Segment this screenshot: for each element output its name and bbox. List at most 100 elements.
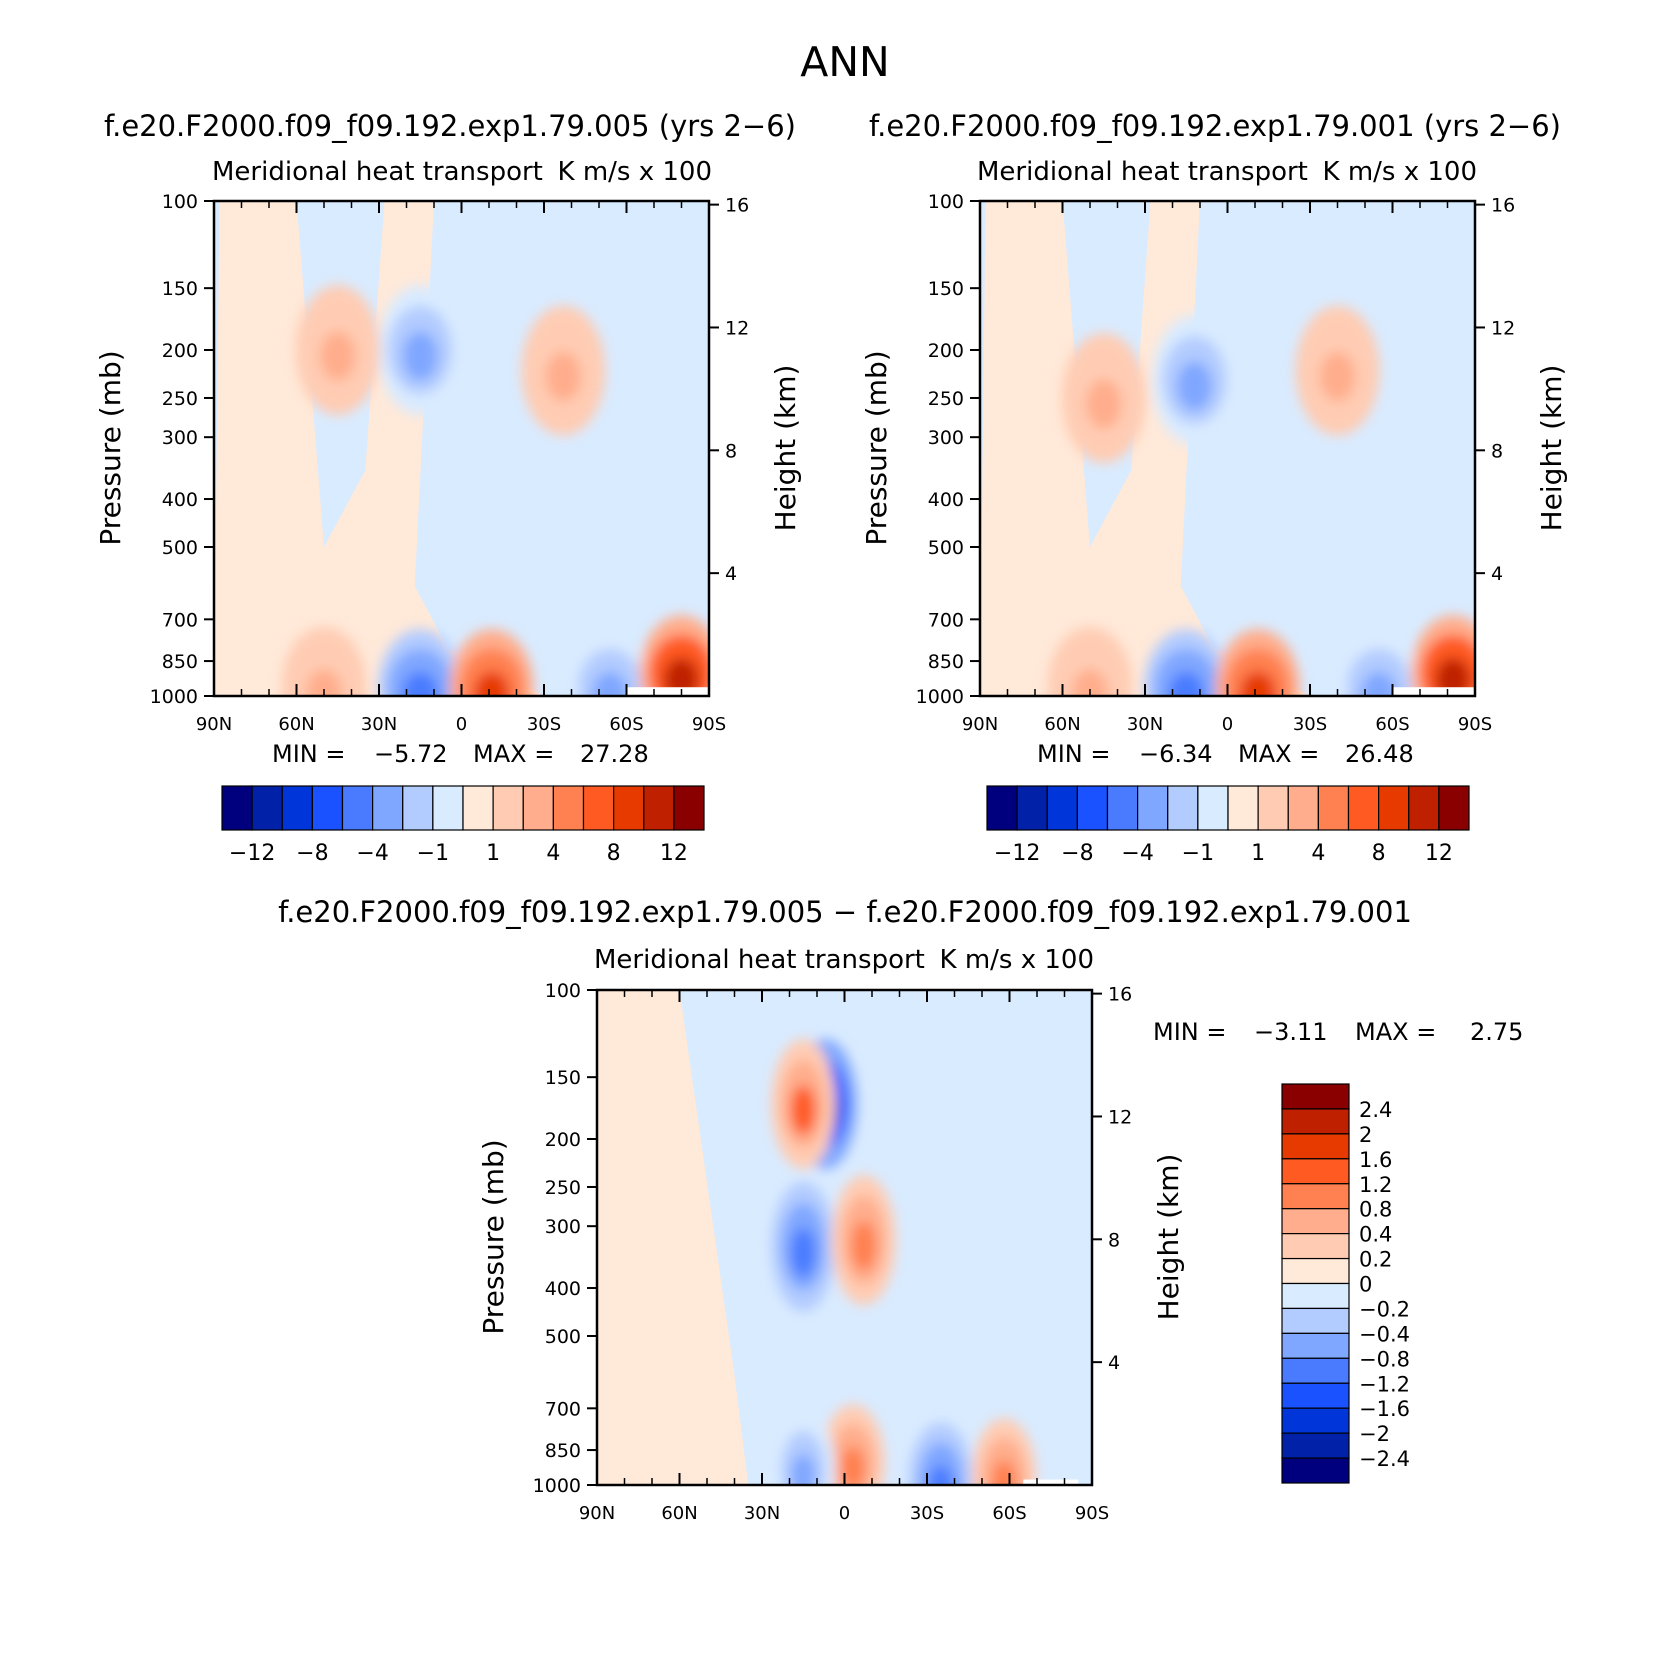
y-tick-label: 200	[928, 340, 964, 362]
y2-tick-label: 8	[725, 440, 737, 462]
colorbar-swatch	[1281, 1133, 1350, 1160]
field-feature-core	[592, 671, 628, 696]
colorbar-swatch	[1281, 1108, 1350, 1135]
y-tick-label: 850	[545, 1440, 581, 1462]
y-tick-label: 500	[162, 537, 198, 559]
field-feature-core	[791, 1227, 816, 1278]
field-feature-core	[1168, 671, 1204, 696]
colorbar-swatch	[402, 785, 434, 831]
panel-1-plot	[214, 201, 709, 696]
colorbar-tick-label: −4	[356, 841, 388, 866]
y2-tick-label: 16	[1108, 984, 1132, 1006]
y-tick-label: 500	[928, 537, 964, 559]
x-tick-label: 30N	[744, 1503, 780, 1524]
panel-3-units: K m/s x 100	[940, 945, 1095, 975]
x-tick-label: 90N	[962, 714, 998, 735]
field-feature-core	[928, 1465, 953, 1485]
colorbar-tick-label: −0.4	[1359, 1322, 1410, 1346]
colorbar-swatch	[1347, 785, 1380, 831]
panel-1-variable-title: Meridional heat transport	[212, 157, 543, 187]
y2-tick-label: 12	[1491, 317, 1515, 339]
colorbar-tick-label: −0.2	[1359, 1297, 1410, 1321]
y2-tick-label: 16	[725, 195, 749, 217]
colorbar-swatch	[1016, 785, 1048, 831]
colorbar-tick-label: −1.6	[1359, 1397, 1410, 1421]
field-positive-band	[980, 201, 1310, 696]
x-tick-label: 60N	[661, 1503, 697, 1524]
colorbar-swatch	[1257, 785, 1289, 831]
x-tick-label: 0	[456, 714, 467, 735]
colorbar-tick-label: 2	[1359, 1123, 1372, 1147]
colorbar-tick-label: 1	[1251, 841, 1265, 866]
y-tick-label: 100	[162, 191, 198, 213]
colorbar-swatch	[1281, 1183, 1350, 1210]
y-tick-label: 700	[545, 1398, 581, 1420]
colorbar-tick-label: −12	[229, 841, 275, 866]
y2-tick-label: 8	[1491, 440, 1503, 462]
panel-1-y-label: Pressure (mb)	[94, 350, 127, 545]
colorbar-tick-label: 1.6	[1359, 1148, 1392, 1172]
panel-3-axes: 90N 60N 30N 0 30S 60S 90S 100 150 200 250 300 400 500…	[533, 980, 1133, 1524]
colorbar-tick-label: −8	[1061, 841, 1093, 866]
colorbar-swatch	[1281, 1083, 1350, 1110]
colorbar-swatch	[1281, 1257, 1350, 1285]
colorbar-swatch	[613, 785, 645, 831]
colorbar-swatch	[462, 785, 494, 831]
x-tick-label: 0	[1222, 714, 1233, 735]
y2-tick-label: 16	[1491, 195, 1515, 217]
colorbar-tick-label: −0.8	[1359, 1347, 1410, 1371]
panel-2-y2-label: Height (km)	[1535, 365, 1568, 532]
panel-1-max-label: MAX =	[473, 740, 554, 768]
y-tick-label: 250	[545, 1177, 581, 1199]
colorbar-swatch	[552, 785, 585, 831]
panel-3-max-label: MAX =	[1355, 1018, 1436, 1046]
panel-1-min-value: −5.72	[374, 740, 448, 768]
colorbar-swatch	[1281, 1382, 1350, 1409]
colorbar-swatch	[522, 785, 554, 831]
colorbar-swatch	[1378, 785, 1410, 831]
y2-tick-label: 4	[725, 563, 737, 585]
y-tick-label: 850	[928, 651, 964, 673]
colorbar-swatch	[643, 785, 675, 831]
colorbar-swatch	[1076, 785, 1109, 831]
x-tick-label: 60S	[609, 714, 643, 735]
colorbar-tick-label: −1	[417, 841, 449, 866]
x-tick-label: 60S	[1375, 714, 1409, 735]
y-tick-label: 1000	[150, 686, 198, 708]
y-tick-label: 850	[162, 651, 198, 673]
colorbar-swatch	[1167, 785, 1199, 831]
field-feature-core	[320, 331, 356, 381]
panel-3: f.e20.F2000.f09_f09.192.exp1.79.005 − f.…	[278, 895, 1523, 1524]
colorbar-swatch	[1317, 785, 1350, 831]
field-feature-core	[1435, 657, 1471, 696]
panel-3-colorbar: 2.421.61.20.80.40.20−0.2−0.4−0.8−1.2−1.6…	[1281, 1083, 1410, 1484]
colorbar-tick-label: 8	[1372, 841, 1386, 866]
x-tick-label: 90S	[1458, 714, 1492, 735]
panel-3-field	[597, 990, 1092, 1485]
field-features	[282, 285, 709, 696]
colorbar-swatch	[1197, 785, 1229, 831]
y2-tick-label: 4	[1108, 1352, 1120, 1374]
x-tick-label: 60S	[992, 1503, 1026, 1524]
panel-2-field	[980, 201, 1475, 696]
colorbar-swatch	[492, 785, 524, 831]
y-tick-label: 400	[928, 489, 964, 511]
x-tick-label: 30S	[1293, 714, 1327, 735]
colorbar-tick-label: 4	[546, 841, 560, 866]
colorbar-swatch	[1281, 1432, 1350, 1459]
colorbar-tick-label: 0.2	[1359, 1248, 1392, 1272]
colorbar-tick-label: −2.4	[1359, 1447, 1410, 1471]
colorbar-swatch	[1281, 1332, 1350, 1359]
colorbar-swatch	[582, 785, 615, 831]
colorbar-tick-label: 0.4	[1359, 1223, 1392, 1247]
missing-data-mask	[1392, 687, 1475, 696]
colorbar-swatch	[1281, 1457, 1350, 1484]
panel-2-colorbar: −12 −8 −4 −1 1 4 8 12	[986, 785, 1470, 866]
x-tick-label: 60N	[1044, 714, 1080, 735]
panel-3-max-value: 2.75	[1470, 1018, 1523, 1046]
y-tick-label: 700	[928, 609, 964, 631]
panel-2-y-label: Pressure (mb)	[860, 350, 893, 545]
y-tick-label: 400	[162, 489, 198, 511]
colorbar-swatch	[673, 785, 705, 831]
colorbar-swatch	[281, 785, 313, 831]
